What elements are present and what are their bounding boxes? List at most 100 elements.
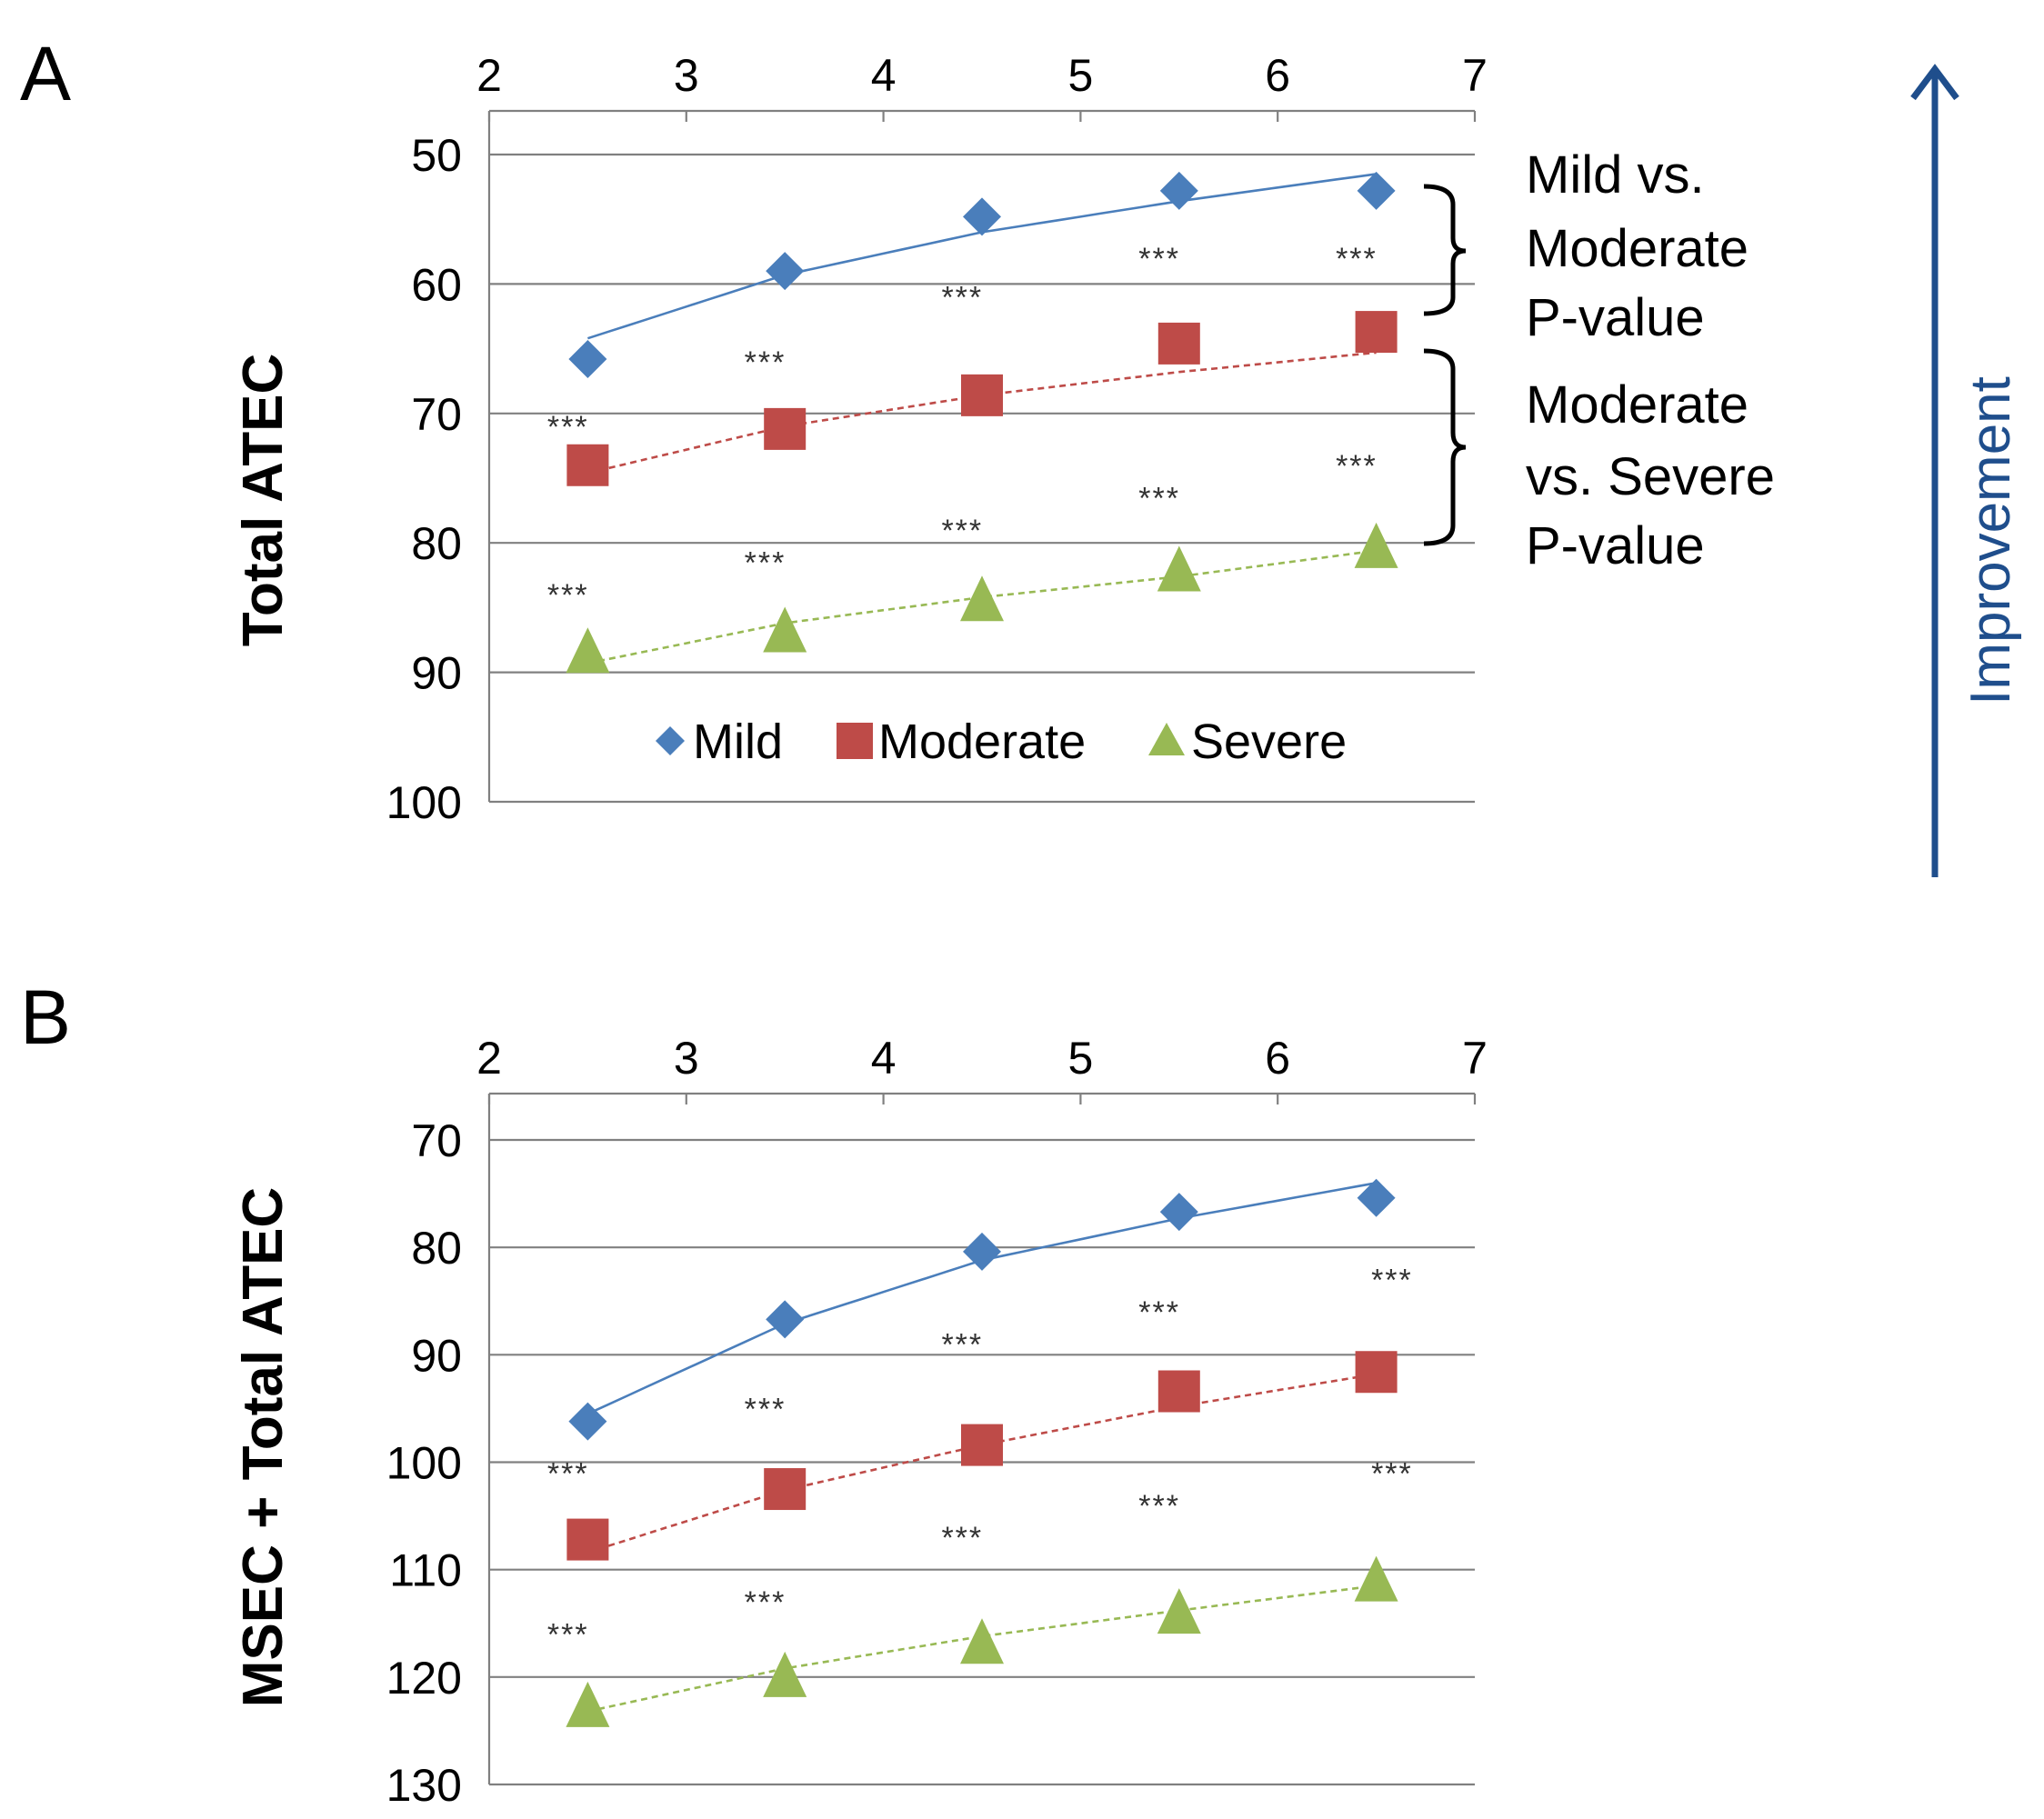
note-mild-vs-moderate-line-2: Moderate: [1526, 219, 1748, 278]
x-tick-label: 2: [476, 1033, 502, 1084]
x-tick-label: 7: [1462, 50, 1488, 101]
panel-a-y-axis-label: Total ATEC: [232, 354, 295, 647]
significance-mark: ***: [941, 514, 983, 548]
significance-mark: ***: [547, 1618, 589, 1653]
panel-b-tick-labels: 70 80 90 100 110 120 130 2 3 4 5 6 7: [386, 1033, 1488, 1811]
point-moderate: [1355, 311, 1398, 354]
p-value-annotations: Mild vs. Moderate P-value Moderate vs. S…: [1423, 145, 1775, 575]
point-moderate: [764, 1468, 807, 1511]
panel-b-y-axis-label: MSEC + Total ATEC: [232, 1187, 295, 1707]
legend-marker-mild: [656, 726, 685, 755]
point-moderate: [1157, 1370, 1200, 1413]
legend-label-mild: Mild: [693, 715, 783, 769]
y-tick-label: 90: [411, 648, 462, 699]
note-moderate-vs-severe-line-2: vs. Severe: [1526, 447, 1775, 506]
y-tick-label: 100: [386, 777, 462, 828]
point-severe: [763, 606, 807, 653]
panel-b-letter: B: [20, 974, 71, 1060]
point-severe: [960, 1618, 1004, 1664]
point-mild: [1357, 1178, 1396, 1217]
point-moderate: [1355, 1351, 1398, 1394]
significance-mark: ***: [547, 410, 589, 445]
improvement-arrow-head: [1910, 64, 1959, 101]
panel-a-gridlines: [489, 153, 1475, 804]
significance-mark: ***: [745, 1392, 787, 1426]
x-tick-label: 4: [871, 50, 897, 101]
point-severe: [1157, 1588, 1201, 1634]
panel-a-letter: A: [20, 31, 71, 116]
legend-label-moderate: Moderate: [878, 715, 1086, 769]
trend-line-mild: [586, 1182, 1377, 1415]
point-severe: [1157, 545, 1201, 592]
y-tick-label: 110: [389, 1545, 462, 1596]
point-severe: [763, 1651, 807, 1697]
point-mild: [963, 197, 1001, 236]
y-tick-label: 80: [411, 518, 462, 569]
point-moderate: [961, 1424, 1003, 1466]
significance-mark: ***: [1336, 449, 1378, 484]
trend-line-severe: [587, 549, 1377, 665]
legend-marker-severe: [1148, 723, 1185, 755]
x-tick-label: 3: [674, 1033, 699, 1084]
x-tick-label: 2: [476, 50, 502, 101]
y-tick-label: 120: [386, 1653, 462, 1704]
note-mild-vs-moderate-line-3: P-value: [1526, 288, 1705, 347]
significance-mark: ***: [1138, 481, 1180, 515]
significance-mark: ***: [941, 281, 983, 315]
significance-mark: ***: [1138, 1489, 1180, 1524]
point-mild: [1159, 1193, 1198, 1232]
y-tick-label: 90: [411, 1330, 462, 1381]
x-tick-label: 6: [1265, 50, 1290, 101]
y-tick-label: 50: [411, 130, 462, 181]
significance-mark: ***: [941, 1521, 983, 1555]
x-tick-label: 4: [871, 1033, 897, 1084]
point-moderate: [764, 407, 807, 450]
point-moderate: [566, 1518, 609, 1561]
panel-a-tick-labels: 50 60 70 80 90 100 2 3 4 5 6 7: [386, 50, 1488, 828]
panel-b-significance-marks: *** *** *** *** *** *** *** *** *** ***: [547, 1264, 1413, 1653]
panel-a-significance-marks: *** *** *** *** *** *** *** *** *** ***: [547, 242, 1378, 613]
panel-b-data-points: [566, 1178, 1398, 1727]
panel-b-gridlines: [489, 1138, 1475, 1786]
y-tick-label: 130: [386, 1760, 462, 1811]
y-tick-label: 70: [411, 389, 462, 440]
legend-marker-moderate: [837, 723, 873, 759]
y-tick-label: 80: [411, 1223, 462, 1274]
point-mild: [568, 339, 607, 378]
x-tick-label: 5: [1067, 1033, 1093, 1084]
x-tick-label: 3: [674, 50, 699, 101]
trend-line-moderate: [587, 351, 1377, 475]
y-tick-label: 60: [411, 259, 462, 310]
y-tick-label: 70: [411, 1115, 462, 1166]
panel-a-axes: [487, 109, 1477, 802]
improvement-label: Improvement: [1959, 376, 2022, 705]
bracket-mild-vs-moderate: [1423, 184, 1467, 316]
point-moderate: [566, 444, 609, 486]
significance-mark: ***: [1371, 1264, 1413, 1298]
point-mild: [1357, 171, 1396, 210]
improvement-arrow-group: Improvement: [1910, 64, 2022, 877]
significance-mark: ***: [745, 345, 787, 380]
point-mild: [568, 1402, 607, 1441]
significance-mark: ***: [547, 1456, 589, 1491]
point-moderate: [961, 374, 1003, 416]
panel-b-axes: [487, 1092, 1477, 1784]
trend-line-severe: [587, 1584, 1377, 1713]
note-moderate-vs-severe-line-3: P-value: [1526, 516, 1705, 575]
x-tick-label: 7: [1462, 1033, 1488, 1084]
point-severe: [566, 1681, 610, 1727]
note-mild-vs-moderate-line-1: Mild vs.: [1526, 145, 1705, 205]
significance-mark: ***: [1138, 1295, 1180, 1330]
significance-mark: ***: [1138, 242, 1180, 276]
panel-a-legend: Mild Moderate Severe: [656, 715, 1347, 769]
panel-b-chart: B MSEC + Total ATEC 70 80 90 100 110 120 130 2 3…: [20, 974, 1488, 1811]
significance-mark: ***: [745, 1585, 787, 1620]
point-mild: [1159, 171, 1198, 210]
y-tick-label: 100: [386, 1438, 462, 1489]
significance-mark: ***: [745, 546, 787, 581]
x-tick-label: 6: [1265, 1033, 1290, 1084]
point-mild: [766, 1300, 805, 1339]
point-moderate: [1157, 322, 1200, 365]
